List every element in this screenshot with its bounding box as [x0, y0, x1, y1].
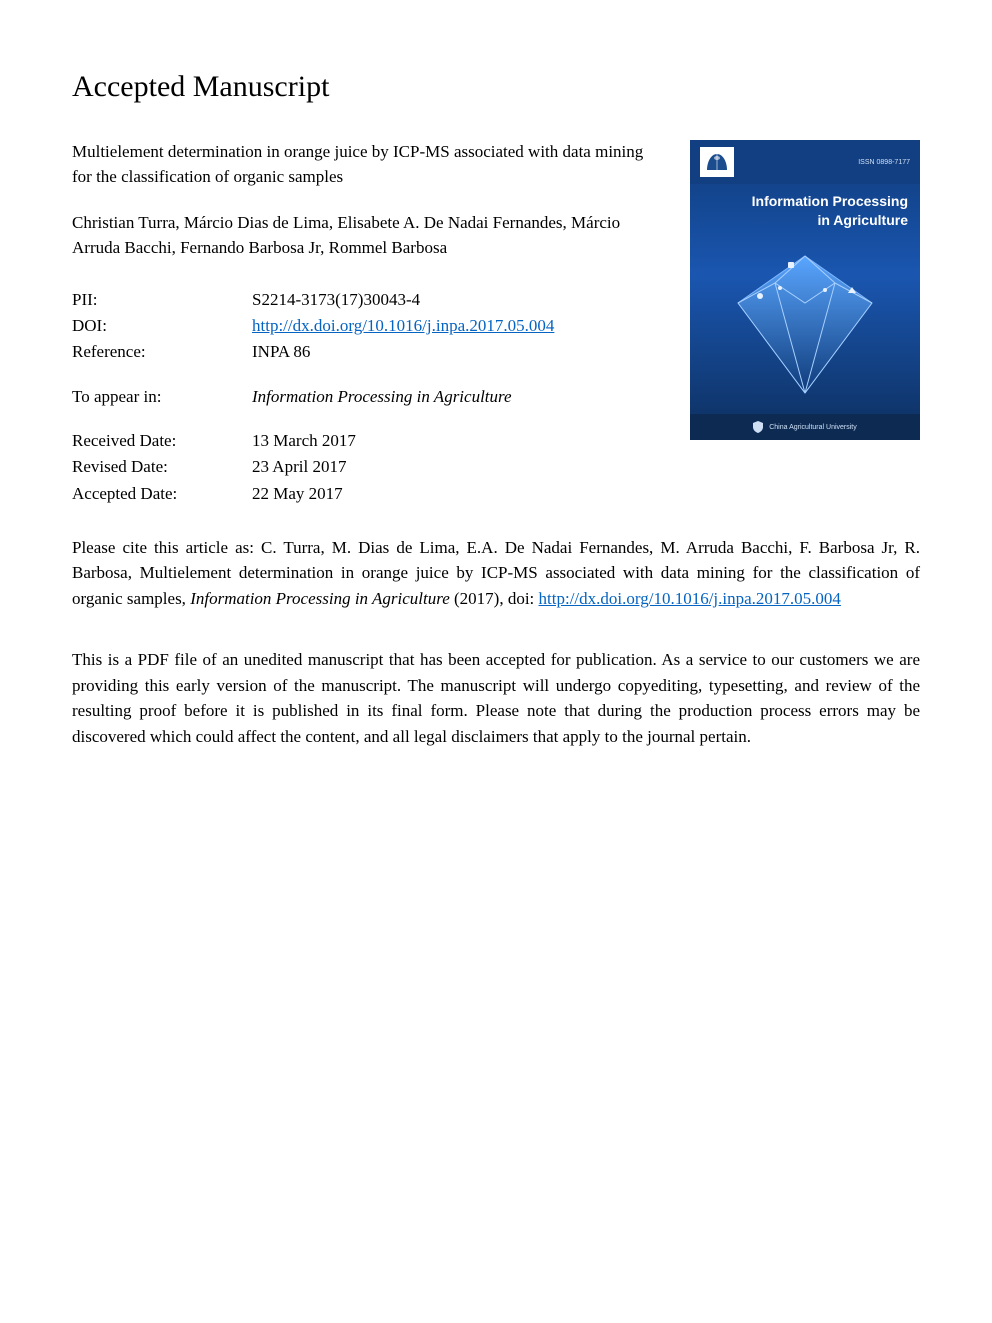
shield-icon — [753, 421, 763, 433]
cover-topbar: ISSN 0898-7177 — [690, 140, 920, 184]
meta-value-appear: Information Processing in Agriculture — [252, 384, 512, 410]
citation-year-doi-label: (2017), doi: — [450, 589, 539, 608]
meta-row-reference: Reference: INPA 86 — [72, 339, 666, 365]
heading-accepted-manuscript: Accepted Manuscript — [72, 70, 920, 104]
cover-issn: ISSN 0898-7177 — [858, 159, 910, 166]
meta-row-doi: DOI: http://dx.doi.org/10.1016/j.inpa.20… — [72, 313, 666, 339]
elsevier-logo-icon — [700, 147, 734, 177]
article-title: Multielement determination in orange jui… — [72, 140, 666, 189]
cover-journal-line1: Information Processing — [752, 193, 908, 209]
disclaimer-text: This is a PDF file of an unedited manusc… — [72, 647, 920, 749]
meta-row-to-appear-in: To appear in: Information Processing in … — [72, 384, 666, 410]
top-row: Multielement determination in orange jui… — [72, 140, 920, 507]
doi-link[interactable]: http://dx.doi.org/10.1016/j.inpa.2017.05… — [252, 316, 554, 335]
meta-value-pii: S2214-3173(17)30043-4 — [252, 287, 420, 313]
metadata-table: PII: S2214-3173(17)30043-4 DOI: http://d… — [72, 287, 666, 507]
meta-value-accepted: 22 May 2017 — [252, 481, 343, 507]
meta-value-revised: 23 April 2017 — [252, 454, 346, 480]
cover-column: ISSN 0898-7177 Information Processing in… — [690, 140, 920, 507]
meta-label-doi: DOI: — [72, 313, 252, 339]
citation-doi-link[interactable]: http://dx.doi.org/10.1016/j.inpa.2017.05… — [539, 589, 841, 608]
cover-diamond-icon — [730, 248, 880, 403]
meta-label-appear: To appear in: — [72, 384, 252, 410]
cover-journal-line2: in Agriculture — [818, 212, 909, 228]
meta-label-revised: Revised Date: — [72, 454, 252, 480]
meta-value-reference: INPA 86 — [252, 339, 310, 365]
article-authors: Christian Turra, Márcio Dias de Lima, El… — [72, 211, 666, 260]
cover-publisher: China Agricultural University — [769, 424, 857, 431]
meta-row-revised: Revised Date: 23 April 2017 — [72, 454, 666, 480]
meta-label-received: Received Date: — [72, 428, 252, 454]
journal-cover: ISSN 0898-7177 Information Processing in… — [690, 140, 920, 440]
citation-journal: Information Processing in Agriculture — [190, 589, 450, 608]
citation-block: Please cite this article as: C. Turra, M… — [72, 535, 920, 612]
meta-row-accepted: Accepted Date: 22 May 2017 — [72, 481, 666, 507]
meta-row-pii: PII: S2214-3173(17)30043-4 — [72, 287, 666, 313]
meta-value-received: 13 March 2017 — [252, 428, 356, 454]
meta-label-reference: Reference: — [72, 339, 252, 365]
cover-footer: China Agricultural University — [690, 414, 920, 440]
meta-label-pii: PII: — [72, 287, 252, 313]
cover-journal-name: Information Processing in Agriculture — [702, 192, 908, 230]
meta-label-accepted: Accepted Date: — [72, 481, 252, 507]
left-column: Multielement determination in orange jui… — [72, 140, 666, 507]
meta-row-received: Received Date: 13 March 2017 — [72, 428, 666, 454]
